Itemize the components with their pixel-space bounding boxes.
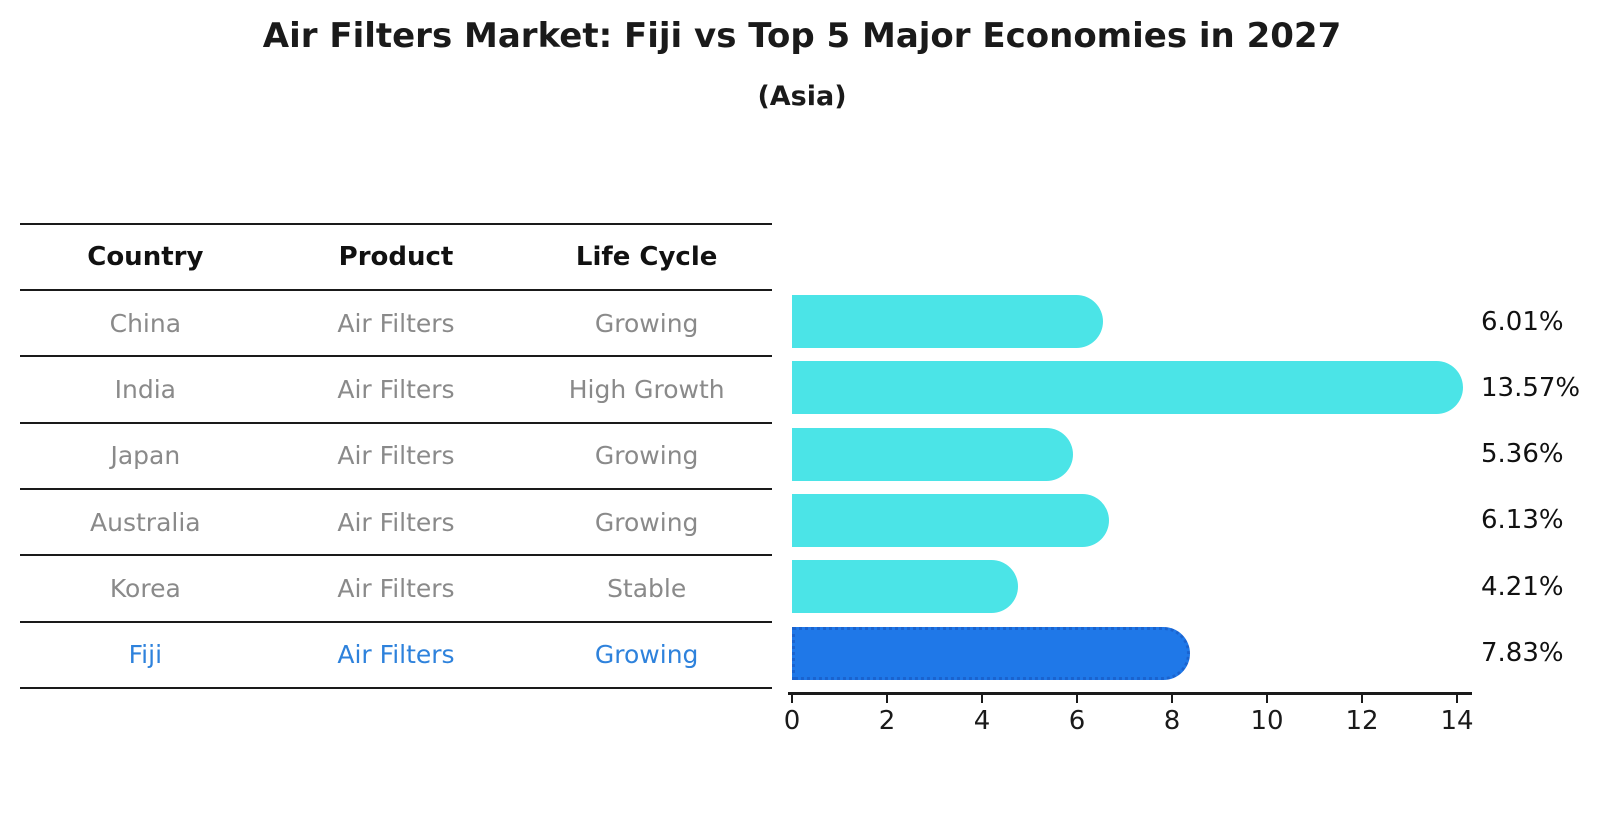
x-axis-tick-label: 0 — [783, 706, 801, 736]
bar-india — [792, 361, 1463, 415]
cell-product: Air Filters — [337, 507, 455, 537]
x-axis-tick-label: 12 — [1345, 706, 1379, 736]
cell-life-cycle: Growing — [594, 308, 699, 338]
cell-country: Korea — [109, 573, 181, 603]
table-header-row: Country Product Life Cycle — [20, 225, 772, 291]
cell-country: China — [109, 308, 182, 338]
x-axis-tick-label: 4 — [973, 706, 991, 736]
value-label-india: 13.57% — [1481, 372, 1581, 403]
x-axis-tick-label: 2 — [878, 706, 896, 736]
cell-country: Japan — [110, 441, 181, 471]
cell-product: Air Filters — [337, 308, 455, 338]
x-axis-tick — [885, 694, 889, 703]
table-row: India Air Filters High Growth — [20, 357, 772, 424]
cell-product: Air Filters — [337, 573, 455, 603]
cell-country: Fiji — [128, 640, 163, 670]
value-label-fiji: 7.83% — [1481, 638, 1564, 669]
cell-life-cycle: Growing — [594, 507, 699, 537]
table-row: Fiji Air Filters Growing — [20, 623, 772, 689]
x-axis-tick — [980, 694, 984, 703]
x-axis-tick — [790, 694, 794, 703]
cell-life-cycle: Growing — [594, 441, 699, 471]
x-axis-tick-label: 14 — [1440, 706, 1474, 736]
x-axis-tick — [1360, 694, 1364, 703]
table-row: Australia Air Filters Growing — [20, 490, 772, 557]
data-table: Country Product Life Cycle China Air Filt… — [20, 223, 772, 689]
x-axis-tick-label: 6 — [1068, 706, 1086, 736]
value-label-australia: 6.13% — [1481, 505, 1564, 536]
x-axis-tick — [1170, 694, 1174, 703]
cell-life-cycle: High Growth — [568, 374, 725, 404]
cell-life-cycle: Stable — [607, 573, 687, 603]
x-axis-tick — [1265, 694, 1269, 703]
cell-product: Air Filters — [337, 374, 455, 404]
table-body: China Air Filters Growing India Air Filters H… — [20, 291, 772, 689]
table-row: Korea Air Filters Stable — [20, 556, 772, 623]
header-country: Country — [87, 242, 204, 272]
cell-country: India — [114, 374, 176, 404]
value-label-korea: 4.21% — [1481, 571, 1564, 602]
header-product: Product — [338, 242, 454, 272]
x-axis-tick — [1075, 694, 1079, 703]
table-row: China Air Filters Growing — [20, 291, 772, 358]
x-axis-tick-label: 10 — [1250, 706, 1284, 736]
x-axis-tick-label: 8 — [1163, 706, 1181, 736]
bar-japan — [792, 427, 1073, 481]
cell-product: Air Filters — [337, 640, 455, 670]
x-axis-tick — [1455, 694, 1459, 703]
bar-china — [792, 295, 1104, 348]
cell-product: Air Filters — [337, 441, 455, 471]
value-label-japan: 5.36% — [1481, 439, 1564, 470]
chart-title: Air Filters Market: Fiji vs Top 5 Major … — [262, 16, 1342, 56]
bar-korea — [792, 560, 1018, 614]
table-row: Japan Air Filters Growing — [20, 424, 772, 490]
bar-fiji — [792, 626, 1190, 680]
bar-australia — [792, 493, 1110, 547]
x-axis-line — [788, 692, 1472, 695]
header-life-cycle: Life Cycle — [575, 242, 718, 272]
cell-country: Australia — [90, 507, 201, 537]
cell-life-cycle: Growing — [594, 640, 699, 670]
value-label-china: 6.01% — [1481, 306, 1564, 337]
chart-subtitle: (Asia) — [757, 81, 847, 112]
